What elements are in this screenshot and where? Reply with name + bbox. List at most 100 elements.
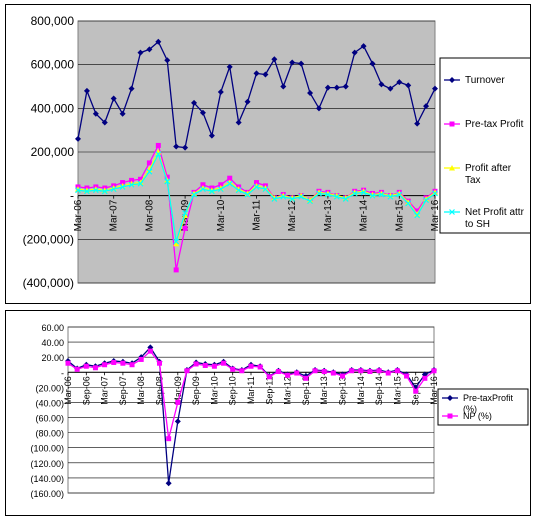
data-point	[165, 480, 172, 487]
y-tick-label: (40.00)	[35, 398, 64, 408]
data-point	[119, 110, 126, 117]
data-point	[342, 196, 349, 202]
data-point	[324, 191, 331, 198]
x-tick-label: Mar-10	[216, 199, 227, 231]
x-tick-label: Mar-06	[73, 199, 84, 231]
series-1	[65, 348, 437, 442]
data-point	[387, 193, 394, 200]
data-point	[230, 366, 236, 372]
legend-item: NP (%)	[442, 411, 492, 421]
y-tick-label: (400,000)	[23, 276, 74, 290]
y-tick-label: (80.00)	[35, 429, 64, 439]
data-point	[414, 211, 421, 217]
data-point	[307, 198, 313, 205]
y-tick-label: -	[61, 368, 64, 378]
data-point	[146, 160, 152, 166]
data-point	[75, 135, 81, 142]
data-point	[83, 87, 90, 94]
x-tick-label: Mar-16	[430, 199, 441, 231]
data-point	[405, 199, 412, 205]
data-point	[155, 142, 161, 148]
y-tick-label: 40.00	[41, 338, 64, 348]
data-point	[166, 436, 172, 442]
x-tick-label: Mar-15	[394, 199, 405, 231]
data-point	[226, 63, 233, 70]
y-tick-label: 800,000	[31, 14, 75, 28]
data-point	[405, 82, 412, 89]
data-point	[244, 190, 251, 196]
data-point	[414, 120, 421, 127]
data-point	[303, 375, 309, 381]
data-point	[405, 200, 412, 207]
data-point	[138, 356, 144, 362]
data-point	[396, 191, 403, 198]
x-tick-label: Mar-11	[246, 376, 256, 404]
data-point	[289, 59, 296, 66]
y-tick-label: 600,000	[31, 58, 75, 72]
legend-swatch-marker	[449, 77, 455, 83]
data-point	[244, 98, 251, 105]
y-tick-label: (160.00)	[30, 489, 64, 499]
y-tick-label: 200,000	[31, 145, 75, 159]
data-point	[173, 238, 180, 245]
data-point	[378, 191, 385, 198]
data-point	[412, 384, 419, 391]
data-point	[285, 372, 291, 378]
data-point	[423, 195, 430, 202]
data-point	[248, 363, 254, 369]
data-point	[432, 85, 438, 92]
data-point	[92, 365, 98, 371]
y-tick-label: -	[70, 189, 74, 203]
data-point	[137, 176, 143, 182]
data-point	[217, 186, 224, 193]
data-point	[182, 225, 188, 231]
x-tick-label: Mar-06	[63, 376, 73, 405]
data-point	[164, 174, 170, 180]
data-point	[414, 212, 421, 219]
data-point	[294, 370, 300, 376]
data-point	[182, 144, 189, 151]
y-tick-label: (200,000)	[23, 232, 74, 246]
data-point	[262, 186, 269, 193]
turnover-profit-chart: 800,000 600,000 400,000 200,000 - (200,000) (4…	[23, 14, 532, 290]
data-point	[298, 60, 305, 67]
profit-percent-chart-panel: 60.00 40.00 20.00 - (20.00) (40.00) (60.00) (80…	[5, 310, 531, 516]
legend-label: Turnover	[465, 75, 505, 86]
legend-swatch-marker	[449, 121, 455, 127]
data-point	[349, 368, 355, 374]
data-point	[101, 119, 108, 126]
data-point	[432, 190, 438, 197]
data-point	[74, 366, 80, 372]
data-point	[137, 49, 144, 56]
data-point	[147, 348, 153, 354]
legend: Turnover Pre-tax Profit Profit after Tax Net…	[439, 57, 532, 234]
x-tick-label: Mar-16	[429, 376, 439, 405]
data-point	[218, 182, 224, 188]
data-point	[128, 85, 135, 92]
data-point	[351, 190, 358, 197]
legend-label: Pre-tax Profit	[465, 119, 524, 130]
data-point	[129, 177, 135, 183]
data-point	[221, 360, 227, 366]
data-point	[360, 43, 367, 50]
data-point	[262, 71, 269, 78]
y-tick-label: (120.00)	[30, 459, 64, 469]
data-point	[289, 196, 296, 202]
data-point	[244, 191, 251, 198]
turnover-profit-chart-panel: 800,000 600,000 400,000 200,000 - (200,000) (4…	[5, 4, 532, 304]
series-0	[75, 38, 438, 151]
y-tick-label: 60.00	[41, 323, 64, 333]
data-point	[199, 109, 206, 116]
x-tick-label: Mar-14	[356, 376, 366, 405]
data-point	[128, 181, 135, 188]
data-point	[367, 369, 373, 375]
data-point	[92, 187, 99, 194]
legend-label: NP (%)	[463, 411, 492, 421]
data-point	[101, 188, 108, 195]
legend-label: Pre-taxProfit (%)	[463, 393, 514, 414]
data-point	[173, 267, 179, 273]
x-tick-label: Sep-06	[81, 376, 91, 405]
data-point	[164, 178, 171, 185]
data-point	[137, 180, 144, 187]
data-point	[254, 180, 259, 186]
